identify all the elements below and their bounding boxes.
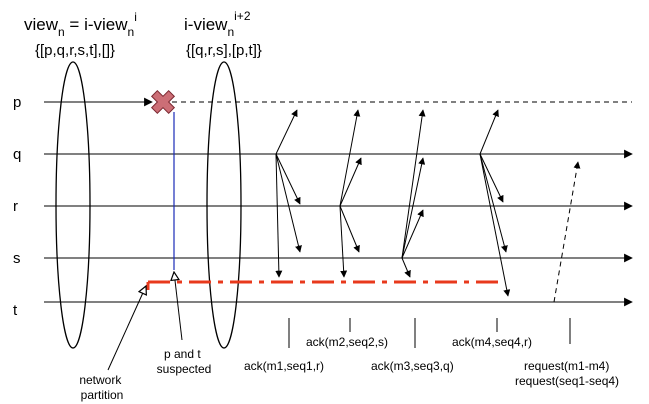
msg-s3-p: [401, 109, 426, 259]
suspected-label: p and t suspected: [157, 347, 212, 376]
process-label-r: r: [13, 198, 18, 215]
msg-s3-t: [401, 257, 411, 278]
suspect-pointer: [174, 272, 183, 341]
network-partition-label: network partition: [79, 373, 124, 402]
msg-q1-s: [275, 153, 302, 253]
msg-q4-p: [479, 109, 499, 155]
ack-label-3: ack(m3,seq3,q): [371, 359, 454, 373]
request-label-1: request(m1-m4): [524, 359, 609, 373]
partition-pointer: [107, 286, 146, 371]
ack-labels: ack(m1,seq1,r) ack(m2,seq2,s) ack(m3,seq…: [244, 335, 532, 373]
timelines: [44, 97, 633, 307]
msg-r2-s: [339, 205, 360, 253]
left-view-set: {[p,q,r,s,t],[]}: [35, 42, 115, 59]
msg-r2-q: [339, 157, 362, 207]
msg-q1-p: [275, 109, 298, 155]
msg-s3-r: [401, 209, 424, 259]
ack-label-4: ack(m4,seq4,r): [452, 335, 532, 349]
process-label-s: s: [13, 250, 21, 267]
request-label-2: request(seq1-seq4): [515, 374, 619, 388]
msg-q4-t: [479, 153, 511, 297]
process-label-t: t: [13, 302, 18, 319]
crash-x-cross-icon: [150, 89, 176, 115]
right-view-set: {[q,r,s],[p,t]}: [186, 42, 262, 59]
ack-label-1: ack(m1,seq1,r): [244, 359, 324, 373]
msg-q4-r: [479, 153, 504, 203]
msg-q4-s: [479, 153, 508, 253]
left-view-label: viewn = i-viewni: [24, 10, 137, 39]
msg-s3-q: [401, 157, 426, 259]
right-view-label: i-viewni+2: [184, 9, 251, 39]
process-label-q: q: [13, 146, 21, 163]
msg-q1-r: [275, 153, 301, 205]
ack-ticks: [288, 318, 571, 348]
request-arrow: [553, 161, 581, 303]
view-ellipse-left: [55, 61, 91, 349]
view-ellipse-right: [206, 61, 242, 349]
messages: [275, 109, 511, 297]
msg-r2-p: [339, 109, 361, 207]
request-labels: request(m1-m4) request(seq1-seq4): [515, 359, 619, 388]
ack-label-2: ack(m2,seq2,s): [306, 335, 388, 349]
msg-r2-t: [339, 205, 348, 278]
process-labels: p q r s t: [13, 94, 21, 319]
msg-q1-t: [275, 153, 283, 278]
process-label-p: p: [13, 94, 21, 111]
